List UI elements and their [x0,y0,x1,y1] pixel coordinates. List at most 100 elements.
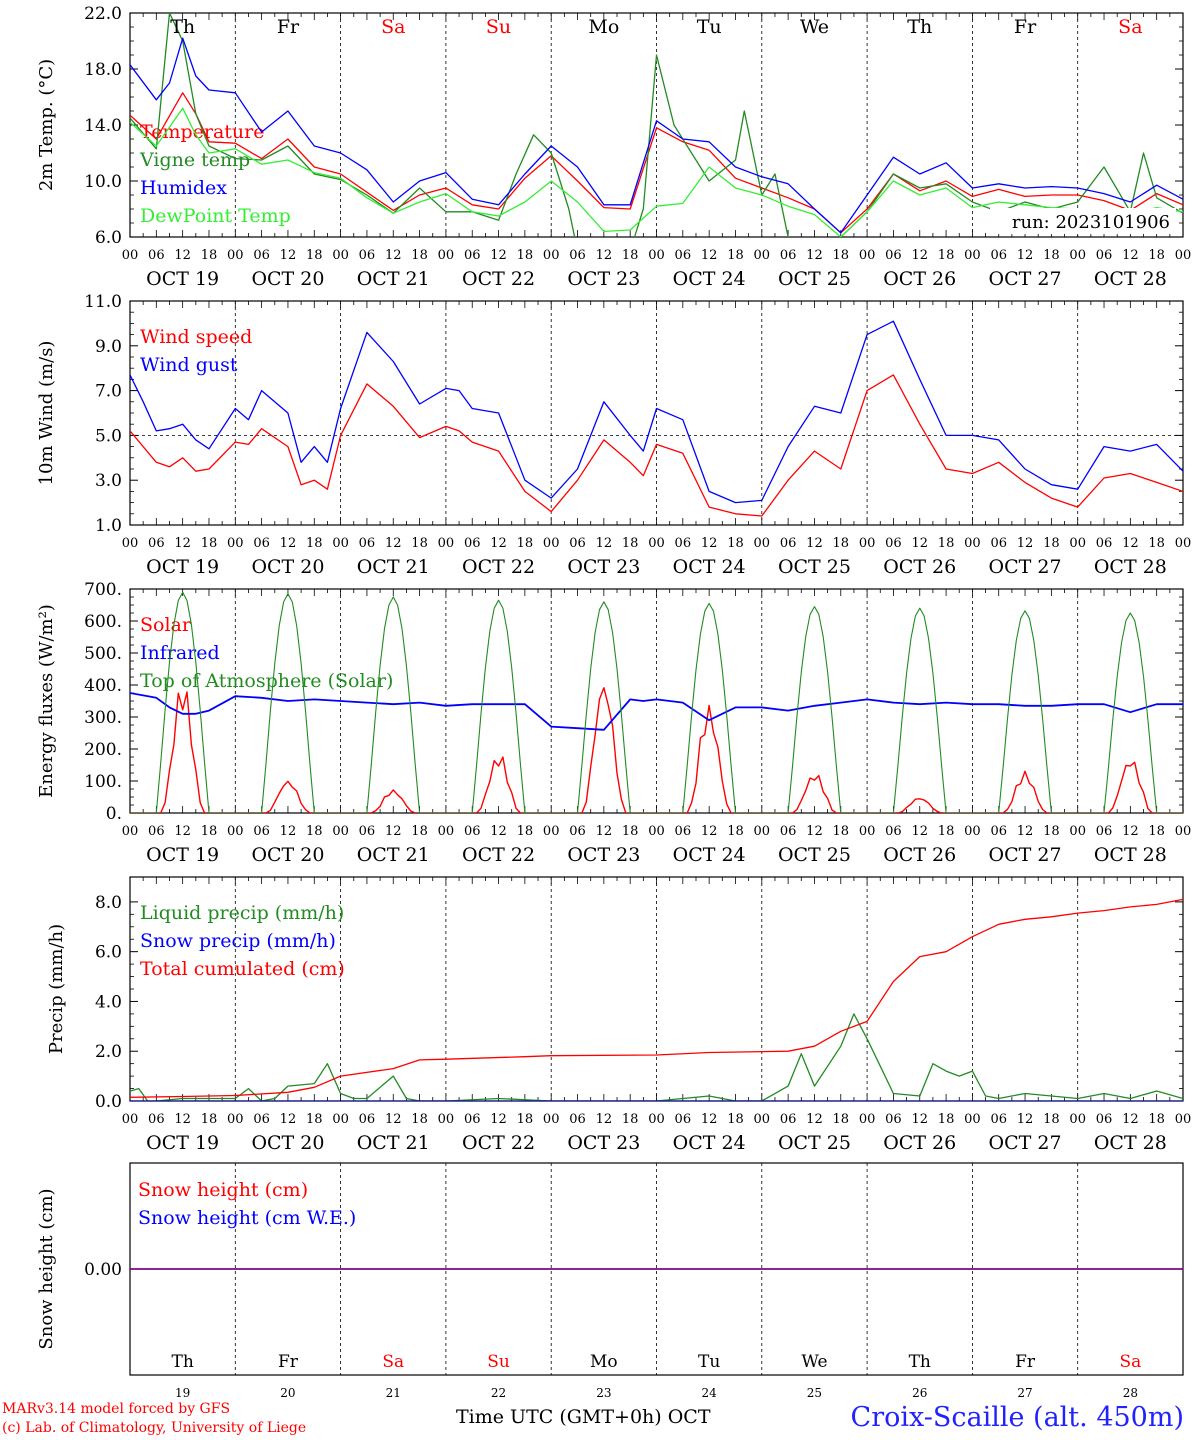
station-title: Croix-Scaille (alt. 450m) [850,1402,1184,1433]
flux-hour-label: 06 [1096,824,1113,839]
precip-hour-label: 12 [385,1112,402,1127]
precip-hour-label: 12 [806,1112,823,1127]
time-axis-title: Time UTC (GMT+0h) OCT [456,1406,711,1428]
precip-hour-label: 06 [359,1112,376,1127]
precip-y-axis-label: Precip (mm/h) [46,924,67,1054]
infrared-line [130,692,1183,731]
temp-hour-label: 00 [1069,248,1086,263]
flux-hour-label: 06 [464,824,481,839]
precip-y-tick-label: 2.0 [95,1042,122,1062]
precip-hour-label: 18 [201,1112,218,1127]
flux-y-axis-label: Energy fluxes (W/m²) [36,604,57,798]
precip-hour-label: 00 [1175,1112,1192,1127]
wind-hour-label: 00 [964,536,981,551]
day-number: 27 [1017,1386,1032,1400]
toa-solar-day-line [656,602,762,813]
wind-speed-line [130,374,1183,517]
flux-hour-label: 06 [359,824,376,839]
temp-hour-label: 06 [148,248,165,263]
wind-hour-label: 12 [1122,536,1139,551]
temp-hour-label: 00 [648,248,665,263]
precip-hour-label: 00 [122,1112,139,1127]
solar-day-line [1077,761,1183,813]
flux-hour-label: 18 [517,824,534,839]
flux-hour-label: 06 [780,824,797,839]
flux-hour-label: 12 [806,824,823,839]
precip-hour-label: 00 [754,1112,771,1127]
snow-day-name: We [801,1352,827,1372]
temp-hour-label: 00 [859,248,876,263]
model-credit: MARv3.14 model forced by GFS [2,1401,231,1417]
temp-day-name: Fr [1014,16,1037,38]
flux-y-tick-label: 400. [84,676,122,696]
temp-hour-label: 12 [911,248,928,263]
temp-day-name: Fr [277,16,300,38]
flux-date-label: OCT 19 [146,844,219,866]
temp-hour-label: 18 [411,248,428,263]
flux-hour-label: 06 [253,824,270,839]
wind-hour-label: 00 [1175,536,1192,551]
wind-date-label: OCT 26 [883,556,956,578]
snow-day-name: Sa [1119,1352,1141,1372]
precip-hour-label: 06 [253,1112,270,1127]
wind-hour-label: 06 [885,536,902,551]
wind-hour-label: 12 [806,536,823,551]
wind-hour-label: 18 [1043,536,1060,551]
temp-hour-label: 12 [280,248,297,263]
toa-solar-day-line [340,596,446,813]
precip-hour-label: 18 [1043,1112,1060,1127]
precip-date-label: OCT 26 [883,1132,956,1154]
flux-legend-solar: Solar [140,614,192,636]
precip-date-label: OCT 23 [567,1132,640,1154]
temp-date-label: OCT 24 [673,268,746,290]
wind-date-label: OCT 28 [1094,556,1167,578]
wind-gust-line [130,320,1183,504]
precip-hour-label: 06 [780,1112,797,1127]
wind-date-label: OCT 21 [357,556,430,578]
flux-hour-label: 12 [701,824,718,839]
precip-hour-label: 18 [727,1112,744,1127]
precip-y-tick-label: 0.0 [95,1092,122,1112]
precip-hour-label: 00 [859,1112,876,1127]
temp-date-label: OCT 22 [462,268,535,290]
wind-hour-label: 06 [148,536,165,551]
toa-solar-day-line [551,601,657,813]
temp-hour-label: 18 [306,248,323,263]
wind-hour-label: 18 [411,536,428,551]
temp-hour-label: 00 [332,248,349,263]
temp-hour-label: 18 [1043,248,1060,263]
temp-date-label: OCT 28 [1094,268,1167,290]
wind-hour-label: 12 [280,536,297,551]
temp-date-label: OCT 25 [778,268,851,290]
wind-hour-label: 06 [253,536,270,551]
precip-date-label: OCT 21 [357,1132,430,1154]
wind-hour-label: 06 [569,536,586,551]
flux-legend-top-of-atmosphere-solar: Top of Atmosphere (Solar) [140,670,393,692]
flux-hour-label: 00 [438,824,455,839]
day-number: 23 [596,1386,611,1400]
precip-hour-label: 18 [306,1112,323,1127]
toa-solar-day-line [445,599,552,813]
wind-hour-label: 00 [332,536,349,551]
flux-hour-label: 18 [833,824,850,839]
temp-legend-vigne-temp: Vigne temp [139,149,250,171]
flux-legend-infrared: Infrared [140,642,220,664]
wind-hour-label: 18 [833,536,850,551]
wind-hour-label: 00 [543,536,560,551]
temp-hour-label: 18 [622,248,639,263]
precip-hour-label: 18 [938,1112,955,1127]
temp-hour-label: 12 [806,248,823,263]
temp-legend-temperature: Temperature [140,121,264,143]
wind-y-tick-label: 11.0 [84,292,122,312]
temp-hour-label: 06 [780,248,797,263]
precip-hour-label: 12 [280,1112,297,1127]
flux-date-label: OCT 21 [357,844,430,866]
flux-hour-label: 06 [675,824,692,839]
day-number: 25 [807,1386,822,1400]
snow-day-name: Fr [278,1352,299,1372]
temp-hour-label: 18 [517,248,534,263]
precip-date-label: OCT 27 [989,1132,1062,1154]
precip-hour-label: 18 [833,1112,850,1127]
snow-legend-snow-height-cm-w-e: Snow height (cm W.E.) [138,1207,356,1229]
precip-hour-label: 18 [622,1112,639,1127]
